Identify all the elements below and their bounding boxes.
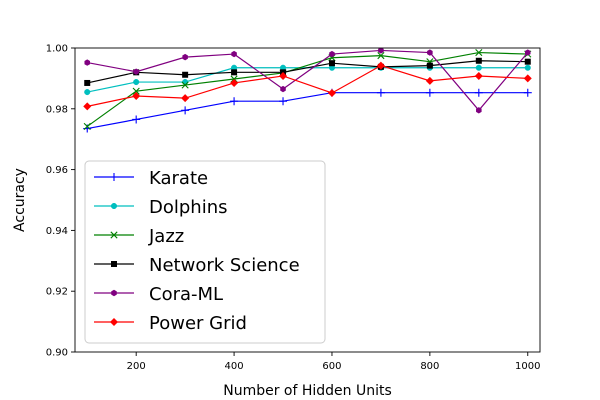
data-point-karate bbox=[279, 97, 288, 106]
x-tick-label: 800 bbox=[420, 361, 439, 372]
data-point-power-grid bbox=[327, 88, 336, 97]
data-point-dolphins bbox=[182, 78, 189, 86]
data-point-power-grid bbox=[181, 94, 190, 103]
x-tick-label: 600 bbox=[322, 361, 341, 372]
data-point-network-science bbox=[475, 57, 482, 64]
data-point-network-science bbox=[426, 62, 433, 69]
legend: Karate Dolphins Jazz Network Science Cora-ML… bbox=[84, 160, 326, 344]
series-line-network-science bbox=[87, 60, 528, 84]
legend-label-karate: Karate bbox=[149, 168, 208, 189]
series-cora-ml bbox=[84, 48, 531, 114]
series-power-grid bbox=[83, 61, 532, 111]
legend-entry-dolphins: Dolphins bbox=[94, 197, 228, 218]
legend-marker-network-science bbox=[111, 261, 117, 267]
data-point-power-grid bbox=[376, 61, 385, 70]
data-point-dolphins bbox=[475, 64, 482, 71]
y-tick-label: 0.94 bbox=[46, 226, 68, 237]
y-tick-label: 0.90 bbox=[46, 348, 68, 359]
plot-frame bbox=[74, 47, 541, 353]
y-tick-label: 1.00 bbox=[46, 44, 68, 55]
data-point-cora-ml bbox=[133, 68, 139, 75]
legend-label-network-science: Network Science bbox=[149, 255, 300, 276]
legend-marker-power-grid bbox=[110, 318, 118, 326]
data-point-power-grid bbox=[279, 71, 288, 80]
x-tick-label: 200 bbox=[127, 361, 146, 372]
legend-marker-cora-ml bbox=[111, 289, 117, 297]
axes-layer: 200 400 600 800 1000 0.90 0.92 0.94 0.96 0.98 1.00 bbox=[46, 44, 541, 373]
legend-label-power-grid: Power Grid bbox=[149, 313, 247, 334]
series-line-cora-ml bbox=[87, 49, 529, 112]
data-point-cora-ml bbox=[476, 107, 482, 114]
data-point-network-science bbox=[328, 60, 335, 67]
data-point-power-grid bbox=[474, 71, 483, 80]
data-point-karate bbox=[376, 88, 385, 97]
legend-marker-karate bbox=[110, 173, 118, 181]
data-point-karate bbox=[181, 106, 190, 115]
series-dolphins bbox=[84, 64, 531, 96]
data-point-dolphins bbox=[133, 78, 140, 86]
legend-marker-dolphins bbox=[110, 202, 118, 210]
series-line-power-grid bbox=[87, 64, 528, 107]
data-point-cora-ml bbox=[378, 48, 384, 54]
data-point-cora-ml bbox=[524, 49, 531, 56]
plot-layer bbox=[83, 48, 532, 133]
legend-entry-cora-ml: Cora-ML bbox=[94, 284, 223, 305]
data-point-jazz bbox=[475, 48, 483, 57]
data-point-karate bbox=[132, 115, 141, 124]
data-point-power-grid bbox=[83, 102, 92, 111]
x-tick-label: 400 bbox=[225, 361, 244, 372]
data-point-dolphins bbox=[524, 64, 531, 71]
data-point-dolphins bbox=[84, 89, 91, 96]
data-point-cora-ml bbox=[182, 53, 188, 61]
y-tick-label: 0.92 bbox=[46, 287, 68, 298]
series-line-jazz bbox=[86, 51, 528, 127]
legend-label-jazz: Jazz bbox=[148, 226, 184, 247]
data-point-network-science bbox=[524, 58, 531, 65]
x-tick-label: 1000 bbox=[515, 361, 540, 372]
data-point-karate bbox=[523, 88, 532, 97]
legend-label-dolphins: Dolphins bbox=[149, 197, 228, 218]
legend-entry-jazz: Jazz bbox=[94, 226, 184, 247]
y-axis-label: Accuracy bbox=[12, 168, 28, 232]
data-point-power-grid bbox=[523, 74, 532, 83]
legend-entry-karate: Karate bbox=[94, 168, 208, 189]
series-group bbox=[83, 48, 532, 133]
series-karate bbox=[83, 88, 532, 133]
data-point-network-science bbox=[84, 79, 91, 86]
data-point-cora-ml bbox=[231, 50, 237, 58]
data-point-jazz bbox=[181, 81, 189, 89]
data-point-cora-ml bbox=[329, 50, 335, 58]
data-point-jazz bbox=[132, 87, 140, 95]
legend-entry-network-science: Network Science bbox=[94, 255, 300, 276]
data-point-power-grid bbox=[425, 76, 434, 85]
data-point-cora-ml bbox=[427, 49, 433, 56]
data-point-network-science bbox=[231, 69, 238, 76]
data-point-jazz bbox=[83, 122, 91, 131]
data-point-cora-ml bbox=[84, 59, 91, 66]
data-point-karate bbox=[474, 88, 483, 97]
data-point-power-grid bbox=[132, 92, 141, 101]
data-point-network-science bbox=[182, 71, 189, 78]
series-line-karate bbox=[87, 92, 528, 130]
y-tick-label: 0.96 bbox=[46, 165, 68, 176]
data-point-karate bbox=[425, 88, 434, 97]
data-point-karate bbox=[230, 97, 239, 106]
data-point-jazz bbox=[377, 52, 385, 60]
data-point-cora-ml bbox=[280, 85, 286, 93]
series-jazz bbox=[83, 48, 532, 131]
legend-box bbox=[84, 160, 326, 344]
data-point-power-grid bbox=[230, 78, 239, 87]
legend-entry-power-grid: Power Grid bbox=[94, 313, 247, 334]
x-axis-label: Number of Hidden Units bbox=[223, 383, 392, 399]
y-tick-label: 0.98 bbox=[46, 104, 68, 115]
legend-label-cora-ml: Cora-ML bbox=[149, 284, 223, 305]
legend-marker-jazz bbox=[110, 231, 118, 239]
